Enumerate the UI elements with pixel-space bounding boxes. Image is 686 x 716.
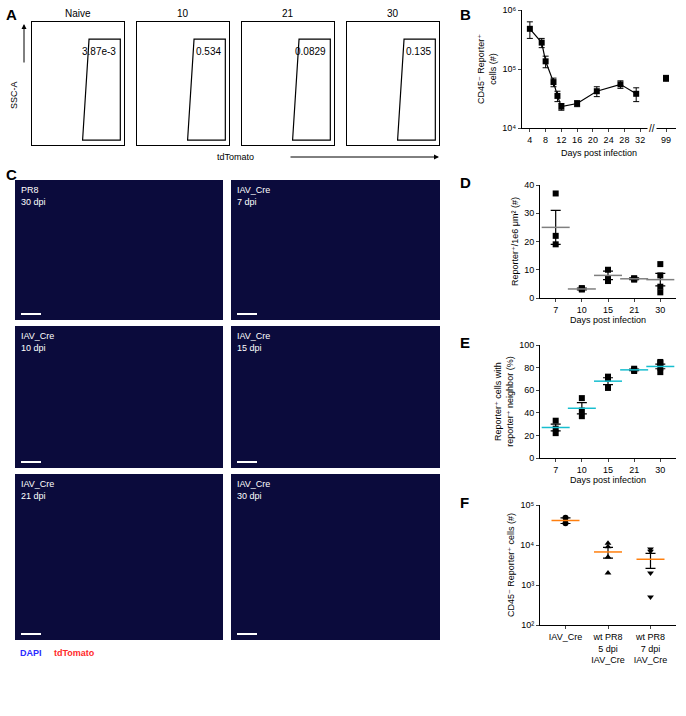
svg-text:20: 20 [524, 431, 534, 441]
svg-text:Days post infection: Days post infection [570, 315, 646, 325]
svg-text:D: D [460, 174, 471, 191]
svg-text:SSC-A: SSC-A [9, 81, 19, 109]
svg-text:21: 21 [629, 305, 639, 315]
svg-text:CD45⁻ Reporter⁺ cells (#): CD45⁻ Reporter⁺ cells (#) [506, 513, 516, 617]
svg-text:32: 32 [635, 135, 645, 145]
svg-text:PR830 dpi: PR830 dpi [21, 185, 46, 207]
svg-text:E: E [460, 334, 470, 351]
svg-text:15: 15 [603, 305, 613, 315]
svg-text:Reporter⁺ cells withreporter⁺: Reporter⁺ cells withreporter⁺ neighbor (… [493, 356, 515, 446]
svg-text:40: 40 [524, 180, 534, 190]
svg-text:Days post infection: Days post infection [570, 475, 646, 485]
svg-text://: // [649, 123, 655, 134]
svg-text:30: 30 [524, 208, 534, 218]
svg-text:28: 28 [619, 135, 629, 145]
svg-text:10²: 10² [521, 620, 534, 630]
svg-text:tdTomato: tdTomato [54, 648, 95, 658]
svg-text:30: 30 [387, 8, 399, 19]
svg-text:12: 12 [556, 135, 566, 145]
svg-text:80: 80 [524, 363, 534, 373]
svg-text:24: 24 [604, 135, 614, 145]
svg-text:16: 16 [572, 135, 582, 145]
svg-text:F: F [460, 494, 469, 511]
svg-text:10⁶: 10⁶ [502, 5, 516, 15]
svg-text:0: 0 [529, 453, 534, 463]
svg-text:0.0829: 0.0829 [295, 46, 326, 57]
svg-text:DAPI: DAPI [20, 648, 42, 658]
svg-text:C: C [6, 166, 17, 183]
svg-text:10: 10 [577, 465, 587, 475]
svg-text:30: 30 [655, 305, 665, 315]
svg-text:10⁵: 10⁵ [520, 500, 534, 510]
svg-text:8: 8 [543, 135, 548, 145]
svg-text:10⁴: 10⁴ [520, 540, 534, 550]
svg-text:Reporter⁺/1e6 μm² (#): Reporter⁺/1e6 μm² (#) [510, 197, 520, 286]
svg-text:0: 0 [529, 293, 534, 303]
svg-text:10⁴: 10⁴ [502, 123, 516, 133]
svg-text:20: 20 [588, 135, 598, 145]
svg-text:7: 7 [553, 465, 558, 475]
svg-text:10: 10 [577, 305, 587, 315]
svg-text:30: 30 [655, 465, 665, 475]
svg-text:20: 20 [524, 237, 534, 247]
svg-text:100: 100 [519, 340, 534, 350]
svg-text:40: 40 [524, 408, 534, 418]
svg-text:3.87e-3: 3.87e-3 [82, 46, 116, 57]
svg-text:0.534: 0.534 [196, 46, 221, 57]
svg-text:wt PR85 dpiIAV_Cre: wt PR85 dpiIAV_Cre [591, 632, 624, 665]
svg-text:A: A [6, 6, 17, 23]
svg-text:IAV_Cre15 dpi: IAV_Cre15 dpi [237, 331, 270, 353]
svg-text:wt PR87 dpiIAV_Cre: wt PR87 dpiIAV_Cre [634, 632, 667, 665]
svg-text:7: 7 [553, 305, 558, 315]
svg-text:B: B [460, 6, 471, 23]
svg-text:IAV_Cre21 dpi: IAV_Cre21 dpi [21, 479, 54, 501]
svg-text:IAV_Cre10 dpi: IAV_Cre10 dpi [21, 331, 54, 353]
svg-text:CD45⁻ Reporter⁺cells (#): CD45⁻ Reporter⁺cells (#) [476, 34, 498, 104]
svg-text:IAV_Cre30 dpi: IAV_Cre30 dpi [237, 479, 270, 501]
svg-text:99: 99 [661, 135, 671, 145]
svg-text:Naive: Naive [65, 8, 91, 19]
svg-text:0.135: 0.135 [406, 46, 431, 57]
svg-text:21: 21 [282, 8, 294, 19]
svg-text:IAV_Cre7 dpi: IAV_Cre7 dpi [237, 185, 270, 207]
svg-text:tdTomato: tdTomato [217, 152, 254, 162]
svg-text:10⁵: 10⁵ [502, 64, 516, 74]
svg-text:4: 4 [527, 135, 532, 145]
svg-text:Days post infection: Days post infection [561, 148, 637, 158]
svg-text:10³: 10³ [521, 580, 534, 590]
svg-text:IAV_Cre: IAV_Cre [549, 632, 582, 642]
svg-text:10: 10 [524, 265, 534, 275]
svg-text:10: 10 [177, 8, 189, 19]
svg-text:15: 15 [603, 465, 613, 475]
svg-text:60: 60 [524, 385, 534, 395]
svg-text:21: 21 [629, 465, 639, 475]
